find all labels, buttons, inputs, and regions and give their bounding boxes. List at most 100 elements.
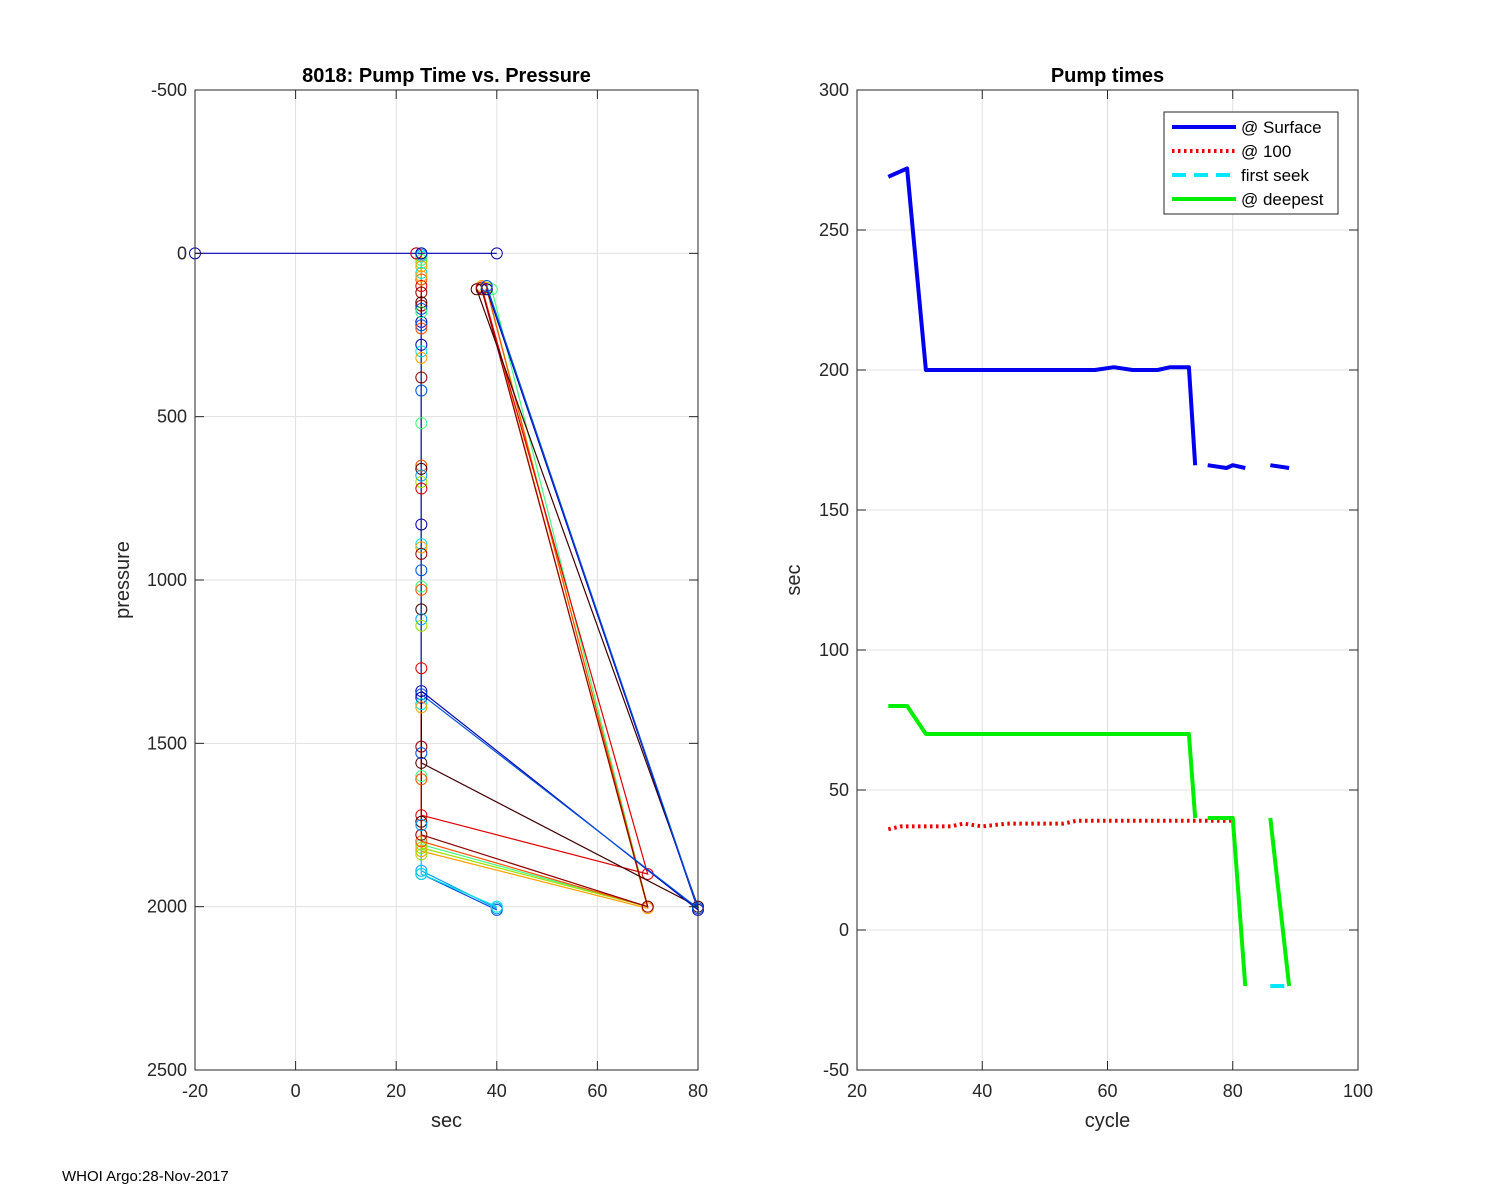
left-ytick-label: 1000 <box>147 570 187 590</box>
left-ytick-label: 1500 <box>147 733 187 753</box>
profile-marker <box>490 247 503 260</box>
footer-label: WHOI Argo:28-Nov-2017 <box>62 1168 229 1185</box>
pressure-marker <box>415 701 428 714</box>
right-yaxis-label: sec <box>783 564 805 595</box>
legend: @ Surface @ 100 first seek @ deepest <box>1163 111 1339 215</box>
pressure-marker <box>415 322 428 335</box>
profile-marker <box>415 845 428 858</box>
pressure-marker <box>415 848 428 861</box>
pressure-marker <box>415 247 428 260</box>
left-ytick-label: 2000 <box>147 897 187 917</box>
right-ytick-label: 250 <box>819 220 849 240</box>
series-line--100 <box>887 818 1233 832</box>
right-ytick-label: -50 <box>823 1060 849 1080</box>
right-ytick-label: 0 <box>839 920 849 940</box>
left-xtick-label: 0 <box>291 1081 301 1101</box>
left-ytick-label: -500 <box>151 80 187 100</box>
profile-marker <box>415 828 428 841</box>
pressure-marker <box>415 698 428 711</box>
pressure-marker <box>415 417 428 430</box>
pressure-marker <box>415 603 428 616</box>
profile-marker <box>415 296 428 309</box>
pressure-marker <box>415 613 428 626</box>
series-line--deepest <box>888 704 1198 819</box>
series-line--deepest <box>1268 817 1292 987</box>
pressure-marker <box>415 351 428 364</box>
pressure-marker <box>415 740 428 753</box>
left-ytick-label: 2500 <box>147 1060 187 1080</box>
right-xtick-label: 40 <box>972 1081 992 1101</box>
pressure-marker <box>415 564 428 577</box>
profile-marker <box>415 688 428 701</box>
left-ytick-label: 500 <box>157 407 187 427</box>
pressure-marker <box>415 270 428 283</box>
right-ytick-label: 50 <box>829 780 849 800</box>
pressure-marker <box>415 459 428 472</box>
pressure-marker <box>415 482 428 495</box>
left-xtick-label: 60 <box>587 1081 607 1101</box>
left-xaxis-label: sec <box>431 1110 462 1132</box>
pressure-marker <box>415 619 428 632</box>
pressure-marker <box>415 583 428 596</box>
profile-marker <box>415 286 428 299</box>
series-line--surface <box>1270 463 1290 470</box>
pressure-marker <box>415 302 428 315</box>
legend-label: first seek <box>1241 166 1310 185</box>
legend-label: @ Surface <box>1241 118 1322 137</box>
pressure-marker <box>415 384 428 397</box>
left-yaxis-label: pressure <box>112 541 134 619</box>
pressure-marker <box>415 819 428 831</box>
pressure-marker <box>415 306 428 319</box>
right-xtick-label: 20 <box>847 1081 867 1101</box>
pressure-marker <box>415 773 428 786</box>
pressure-marker <box>415 662 428 675</box>
pressure-marker <box>415 518 428 531</box>
pressure-marker <box>415 345 428 358</box>
left-xtick-label: 40 <box>487 1081 507 1101</box>
profile-marker <box>415 319 428 332</box>
profile-marker <box>641 900 654 913</box>
series-line--deepest <box>1207 816 1248 987</box>
pressure-marker <box>415 580 428 593</box>
pump-times-plot: 20 40 60 80 100 -50 0 50 100 150 200 250 300 Pump tim… <box>783 65 1373 1132</box>
pressure-marker <box>410 247 423 260</box>
pressure-marker <box>415 266 428 279</box>
pressure-marker <box>415 747 428 760</box>
right-ytick-label: 100 <box>819 640 849 660</box>
pressure-marker <box>415 538 428 551</box>
pressure-marker <box>415 770 428 782</box>
pressure-marker <box>415 541 428 554</box>
left-xtick-label: 20 <box>386 1081 406 1101</box>
profile-marker <box>480 283 493 296</box>
profile-line <box>420 285 700 910</box>
right-ytick-label: 150 <box>819 500 849 520</box>
profile-marker <box>415 835 428 848</box>
pressure-marker <box>415 547 428 560</box>
pressure-marker <box>415 691 428 704</box>
left-ytick-label: 0 <box>177 243 187 263</box>
profile-marker <box>415 280 428 292</box>
pressure-marker <box>415 476 428 488</box>
left-title: 8018: Pump Time vs. Pressure <box>302 65 591 87</box>
pressure-marker <box>415 299 428 312</box>
pressure-marker <box>415 815 428 828</box>
profile-marker <box>415 868 428 880</box>
right-xtick-label: 100 <box>1343 1081 1373 1101</box>
profile-marker <box>415 273 428 286</box>
profile-marker <box>490 900 503 913</box>
pressure-marker <box>415 462 428 475</box>
pressure-marker <box>415 469 428 482</box>
pressure-marker <box>415 338 428 351</box>
right-ytick-label: 200 <box>819 360 849 380</box>
profile-marker <box>480 280 493 292</box>
pump-time-vs-pressure-plot: -20 0 20 40 60 80 -500 0 500 1000 1500 2000 2500 8018… <box>112 65 708 1132</box>
profile-marker <box>415 756 428 769</box>
right-ytick-label: 300 <box>819 80 849 100</box>
legend-label: @ deepest <box>1241 190 1324 209</box>
left-xtick-label: 80 <box>688 1081 708 1101</box>
left-xtick-label: -20 <box>182 1081 208 1101</box>
right-xaxis-label: cycle <box>1085 1110 1131 1132</box>
profile-marker <box>415 260 428 273</box>
right-xtick-label: 80 <box>1223 1081 1243 1101</box>
